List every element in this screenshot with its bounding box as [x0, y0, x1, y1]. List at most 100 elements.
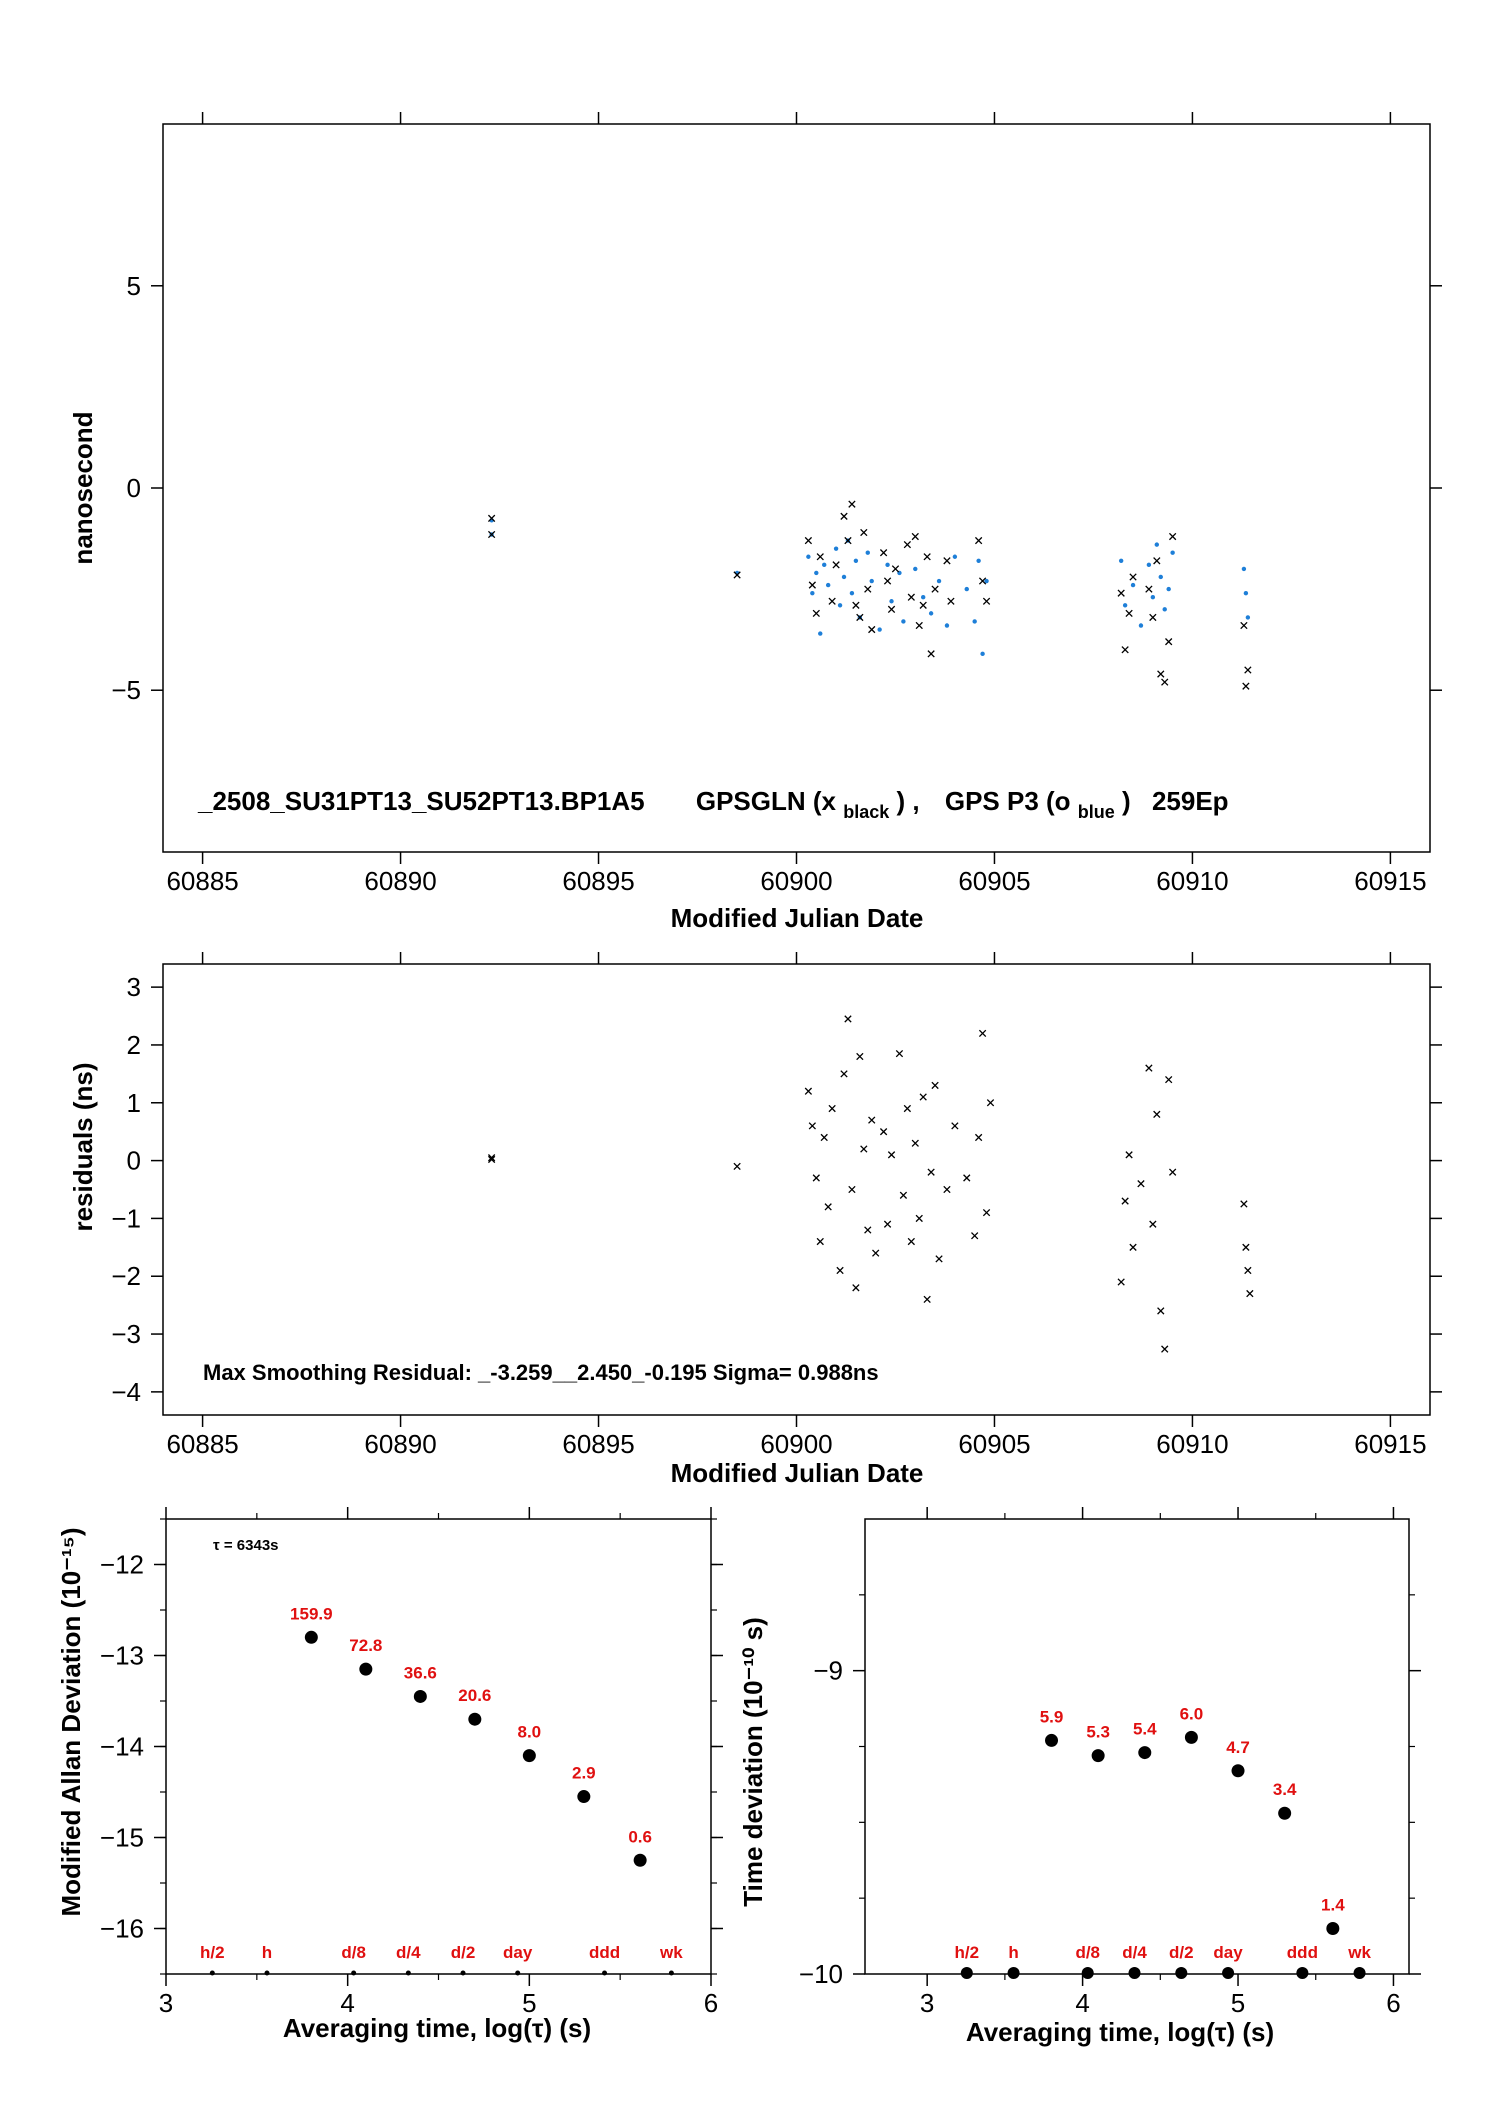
tdev-point [1138, 1746, 1152, 1760]
gpsgln-point [978, 577, 987, 585]
annotation-series1: GPSGLN (x [696, 786, 837, 816]
annotation-series1-close: ) , [897, 786, 920, 816]
gpsgln-point [832, 561, 840, 569]
residual-point [872, 1249, 880, 1257]
mdev-frame [165, 1518, 712, 1975]
annotation-series2-close: ) [1122, 786, 1131, 816]
tdev-interval-label: d/2 [1169, 1943, 1194, 1962]
gpsgln-point [891, 565, 900, 573]
tdev-ylabel: Time deviation (10⁻¹⁰ s) [738, 1617, 768, 1907]
mdev-interval-label: day [503, 1943, 533, 1962]
gpsgln-point [808, 581, 816, 589]
ts-frame [162, 123, 1431, 853]
tdev-xtick-label: 6 [1386, 1988, 1400, 2018]
tdev-interval-marker [1128, 1967, 1141, 1979]
gps-p3-point [952, 554, 958, 559]
gpsgln-point [947, 597, 955, 605]
gps-p3-point [972, 619, 977, 624]
gps-p3-point [889, 599, 894, 604]
time-series-plot-area: 60885 60890 60895 60900 60905 60910 60915 −5 0 5 [111, 112, 1442, 896]
gpsgln-point [1153, 557, 1161, 565]
mdev-ytick-label: −13 [100, 1641, 144, 1671]
tdev-point-label: 5.3 [1086, 1723, 1110, 1742]
ts-xtick-label: 60910 [1156, 866, 1228, 896]
gps-p3-point [810, 590, 815, 596]
residual-point [1157, 1307, 1165, 1315]
gps-p3-point [822, 562, 827, 568]
residual-point [836, 1266, 844, 1275]
panel-tdev: 3 4 5 6 −10 −9 5.9 5.3 5.4 6.0 4.7 3.4 1.4 h/2 h d/8 d/4… [738, 1507, 1421, 2047]
gps-p3-point [869, 578, 874, 584]
residual-point [935, 1255, 943, 1263]
gps-p3-point [1130, 582, 1136, 588]
tdev-point [1278, 1806, 1292, 1820]
mdev-interval-marker [209, 1970, 215, 1976]
residual-point [840, 1070, 848, 1078]
ts-xtick-label: 60885 [166, 866, 238, 896]
residual-point [1161, 1345, 1169, 1353]
tdev-point [1231, 1764, 1245, 1778]
gpsgln-point [1117, 589, 1125, 597]
tdev-interval-marker [1081, 1967, 1094, 1979]
mdev-point-label: 20.6 [458, 1686, 491, 1705]
gps-p3-point [980, 651, 985, 657]
tdev-interval-marker [960, 1967, 973, 1979]
residual-point [804, 1087, 813, 1095]
residual-point [820, 1133, 828, 1142]
res-xtick-label: 60890 [364, 1429, 436, 1459]
tdev-xlabel: Averaging time, log(τ) (s) [966, 2017, 1274, 2047]
residual-point [1117, 1278, 1125, 1286]
mdev-xtick-label: 3 [159, 1988, 173, 2018]
gps-p3-point [865, 550, 870, 555]
mdev-xtick-label: 5 [522, 1988, 536, 2018]
mdev-point [633, 1853, 647, 1867]
time-series-annotation: _2508_SU31PT13_SU52PT13.BP1A5 GPSGLN (x … [197, 786, 1229, 824]
residual-point [887, 1151, 896, 1159]
gps-p3-point [849, 590, 855, 596]
gpsgln-point [923, 553, 931, 561]
residuals-plot-area: 60885 60890 60895 60900 60905 60910 60915 −4 −3 −… [111, 952, 1442, 1459]
mdev-point [359, 1662, 373, 1676]
gps-p3-point [944, 623, 950, 628]
residual-point [883, 1220, 892, 1228]
gpsgln-point [1157, 670, 1165, 678]
residual-point [812, 1174, 820, 1182]
annotation-epochs: 259Ep [1152, 786, 1229, 816]
tdev-point-label: 5.9 [1040, 1707, 1064, 1726]
residual-point [907, 1237, 915, 1246]
tdev-point [1184, 1730, 1198, 1744]
residuals-annotation: Max Smoothing Residual: _-3.259__2.450_-… [203, 1360, 879, 1385]
mdev-point-label: 0.6 [628, 1827, 652, 1846]
residual-point [1168, 1168, 1177, 1176]
residual-point [1242, 1243, 1250, 1251]
tdev-point [1091, 1749, 1105, 1763]
mdev-interval-marker [515, 1970, 521, 1976]
residual-point [1145, 1064, 1153, 1072]
mdev-ylabel-text: Modified Allan Deviation (10⁻¹⁵) [56, 1528, 86, 1917]
residual-point [974, 1133, 983, 1142]
gps-p3-point [1245, 615, 1251, 620]
mdev-xtick-label: 4 [340, 1988, 354, 2018]
mdev-interval-label: h/2 [200, 1943, 225, 1962]
residual-point [1153, 1110, 1161, 1118]
gps-p3-point [853, 558, 859, 563]
residual-point [864, 1226, 872, 1234]
gpsgln-point [816, 553, 824, 561]
gpsgln-point [1242, 682, 1250, 690]
residual-point [852, 1284, 860, 1292]
gpsgln-point [883, 577, 892, 585]
gps-p3-point [1158, 574, 1163, 580]
mdev-interval-label: wk [659, 1943, 683, 1962]
gpsgln-point [840, 512, 848, 520]
gpsgln-point [1165, 638, 1173, 646]
residual-point [943, 1185, 951, 1194]
residual-point [1240, 1200, 1248, 1208]
gps-p3-point [1170, 550, 1175, 555]
mdev-interval-marker [351, 1970, 357, 1976]
panel-residuals: 60885 60890 60895 60900 60905 60910 60915 −4 −3 −… [68, 952, 1442, 1488]
residual-point [1165, 1075, 1173, 1084]
tdev-point [1045, 1733, 1059, 1747]
tdev-interval-label: wk [1347, 1943, 1371, 1962]
mdev-ytick-label: −15 [100, 1823, 144, 1853]
gps-p3-point [877, 627, 882, 632]
